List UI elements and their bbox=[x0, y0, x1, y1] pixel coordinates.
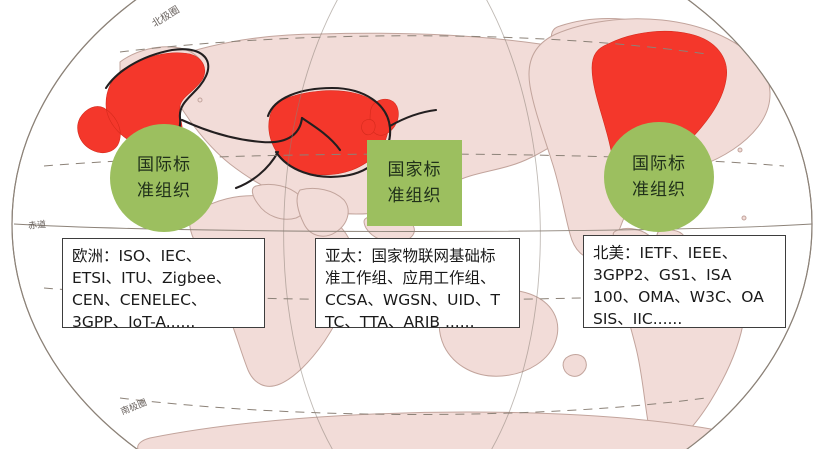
country-borders bbox=[104, 48, 438, 190]
region-china bbox=[268, 90, 389, 176]
org-label-line1: 国家标 bbox=[387, 160, 442, 180]
graticule bbox=[13, 0, 812, 449]
org-square-asia-pacific[interactable]: 国家标 准组织 bbox=[367, 140, 462, 226]
org-label-line1: 国际标 bbox=[137, 155, 191, 175]
org-label-line1: 国际标 bbox=[632, 154, 686, 174]
org-circle-europe[interactable]: 国际标 准组织 bbox=[110, 124, 218, 232]
org-label-line2: 准组织 bbox=[632, 180, 686, 200]
org-label-line2: 准组织 bbox=[387, 186, 442, 206]
info-box-north-america-text: 北美：IETF、IEEE、 3GPP2、GS1、ISA 100、OMA、W3C、… bbox=[593, 244, 764, 328]
info-box-north-america[interactable]: 北美：IETF、IEEE、 3GPP2、GS1、ISA 100、OMA、W3C、… bbox=[583, 235, 786, 328]
info-box-europe-text: 欧洲：ISO、IEC、 ETSI、ITU、Zigbee、 CEN、CENELEC… bbox=[72, 247, 232, 331]
org-circle-europe-label: 国际标 准组织 bbox=[137, 152, 191, 204]
org-circle-north-america-label: 国际标 准组织 bbox=[632, 151, 686, 203]
info-box-europe[interactable]: 欧洲：ISO、IEC、 ETSI、ITU、Zigbee、 CEN、CENELEC… bbox=[62, 238, 265, 331]
region-korea bbox=[361, 119, 376, 136]
arctic-circle-line bbox=[119, 35, 707, 55]
globe-outline bbox=[11, 0, 813, 449]
equator-line bbox=[13, 223, 812, 232]
antarctic-circle-line bbox=[119, 397, 707, 415]
info-box-asia-pacific[interactable]: 亚太：国家物联网基础标 准工作组、应用工作组、 CCSA、WGSN、UID、T … bbox=[315, 238, 520, 331]
org-label-line2: 准组织 bbox=[137, 181, 191, 201]
org-circle-north-america[interactable]: 国际标 准组织 bbox=[604, 122, 714, 232]
equator-label: 赤道 bbox=[27, 220, 47, 232]
org-square-asia-pacific-label: 国家标 准组织 bbox=[388, 157, 442, 209]
info-box-asia-pacific-text: 亚太：国家物联网基础标 准工作组、应用工作组、 CCSA、WGSN、UID、T … bbox=[325, 247, 500, 331]
